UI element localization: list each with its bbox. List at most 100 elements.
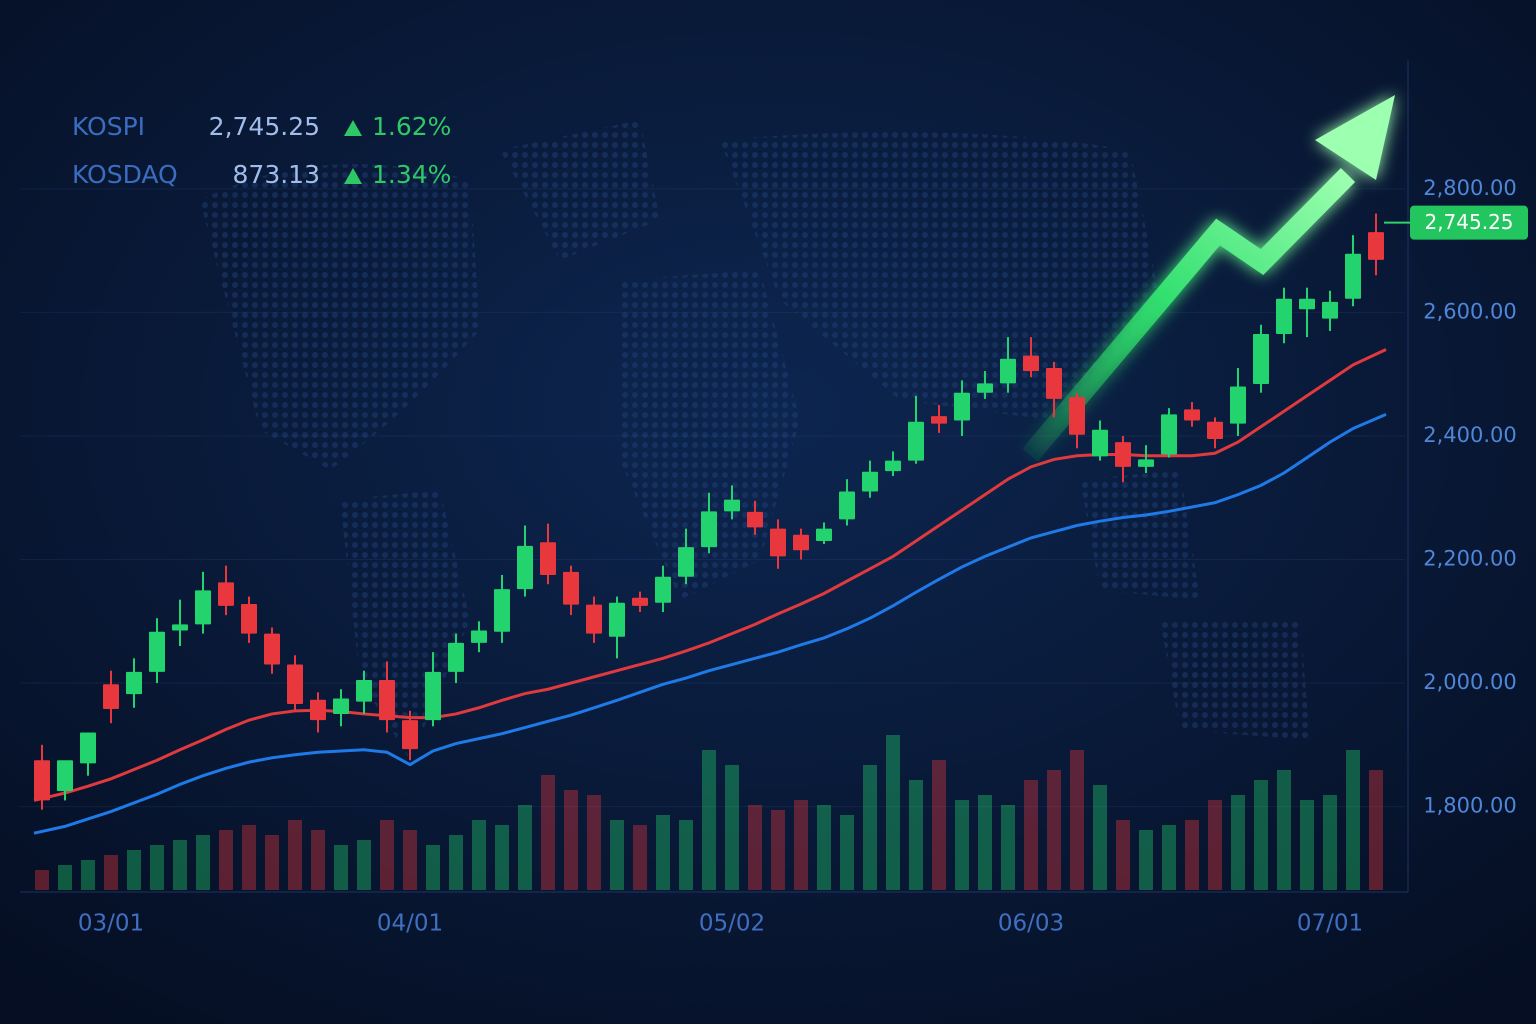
volume-bar [380, 820, 394, 890]
volume-bar [1254, 780, 1268, 890]
candle-body [1207, 421, 1223, 440]
arrow-head [1315, 95, 1395, 180]
volume-bar [35, 870, 49, 890]
candle-body [1115, 442, 1131, 467]
volume-bar [150, 845, 164, 890]
candle-body [724, 499, 740, 512]
candle-body [977, 383, 993, 393]
candle-body [816, 528, 832, 541]
volume-bar [1139, 830, 1153, 890]
index-name: KOSDAQ [72, 160, 178, 189]
axes: 1,800.00 2,000.00 2,200.00 2,400.00 2,600.00… [20, 60, 1528, 937]
candle-body [793, 534, 809, 551]
arrow-shaft [1022, 167, 1356, 462]
volume-bar [794, 800, 808, 890]
volume-bar [127, 850, 141, 890]
candle-body [494, 589, 510, 632]
volume-bar [1093, 785, 1107, 890]
volume-bar [679, 820, 693, 890]
candle-body [1023, 355, 1039, 372]
volume-bar [978, 795, 992, 890]
volume-bar [403, 830, 417, 890]
candle-body [103, 684, 119, 709]
y-tick-label: 1,800.00 [1423, 794, 1517, 818]
x-tick-label: 06/03 [998, 911, 1064, 937]
volume-bar [564, 790, 578, 890]
volume-bar [1323, 795, 1337, 890]
volume-bar [58, 865, 72, 890]
candle-body [517, 545, 533, 590]
volume-bar [656, 815, 670, 890]
candle-body [770, 528, 786, 557]
candle-body [1322, 301, 1338, 319]
volume-bar [610, 820, 624, 890]
candle-body [632, 597, 648, 606]
candle-body [241, 603, 257, 634]
candle-body [264, 633, 280, 665]
price-marker-label: 2,745.25 [1424, 210, 1513, 234]
x-tick-label: 05/02 [699, 911, 765, 937]
candle-body [678, 547, 694, 577]
volume-bar [495, 825, 509, 890]
volume-bar [1001, 805, 1015, 890]
up-triangle [344, 168, 362, 184]
index-summary: KOSPI 2,745.25 1.62% KOSDAQ 873.13 1.34% [72, 112, 451, 189]
trend-arrow [1022, 95, 1395, 462]
volume-bar [909, 780, 923, 890]
volume-bar [725, 765, 739, 890]
candle-body [1253, 334, 1269, 385]
index-change: 1.34% [372, 160, 451, 189]
volume-bar [518, 805, 532, 890]
candle-body [1299, 298, 1315, 310]
volume-bars [35, 735, 1383, 890]
candle-body [1161, 414, 1177, 455]
candle-body [126, 671, 142, 695]
index-value: 2,745.25 [209, 112, 320, 141]
volume-bar [81, 860, 95, 890]
index-value: 873.13 [233, 160, 320, 189]
candle-body [1138, 459, 1154, 467]
candle-body [747, 511, 763, 528]
candle-body [1000, 358, 1016, 384]
moving-average-line [33, 348, 1387, 802]
volume-bar [932, 760, 946, 890]
candle-body [149, 631, 165, 672]
moving-average-line [33, 412, 1387, 835]
candle-body [333, 698, 349, 714]
candle-body [1092, 429, 1108, 457]
volume-bar [265, 835, 279, 890]
candle-body [839, 491, 855, 520]
candle-body [1368, 232, 1384, 260]
volume-bar [1208, 800, 1222, 890]
candle-body [1230, 386, 1246, 424]
volume-bar [288, 820, 302, 890]
y-tick-label: 2,800.00 [1423, 176, 1517, 200]
candle-body [471, 630, 487, 643]
volume-bar [472, 820, 486, 890]
volume-bar [840, 815, 854, 890]
volume-bar [702, 750, 716, 890]
candle-body [1069, 397, 1085, 435]
candle-body [218, 582, 234, 606]
candle-body [172, 624, 188, 631]
volume-bar [173, 840, 187, 890]
candle-body [57, 760, 73, 792]
volume-bar [196, 835, 210, 890]
candle-body [540, 542, 556, 575]
volume-bar [334, 845, 348, 890]
x-tick-label: 07/01 [1297, 911, 1363, 937]
candle-body [931, 416, 947, 424]
grid [20, 188, 1405, 808]
candle-body [310, 699, 326, 721]
index-change: 1.62% [372, 112, 451, 141]
candle-body [655, 576, 671, 603]
candle-body [563, 571, 579, 605]
volume-bar [1070, 750, 1084, 890]
candle-body [379, 679, 395, 721]
candle-body [195, 590, 211, 625]
candle-body [1046, 367, 1062, 399]
world-map [200, 120, 1310, 760]
candle-body [908, 421, 924, 461]
